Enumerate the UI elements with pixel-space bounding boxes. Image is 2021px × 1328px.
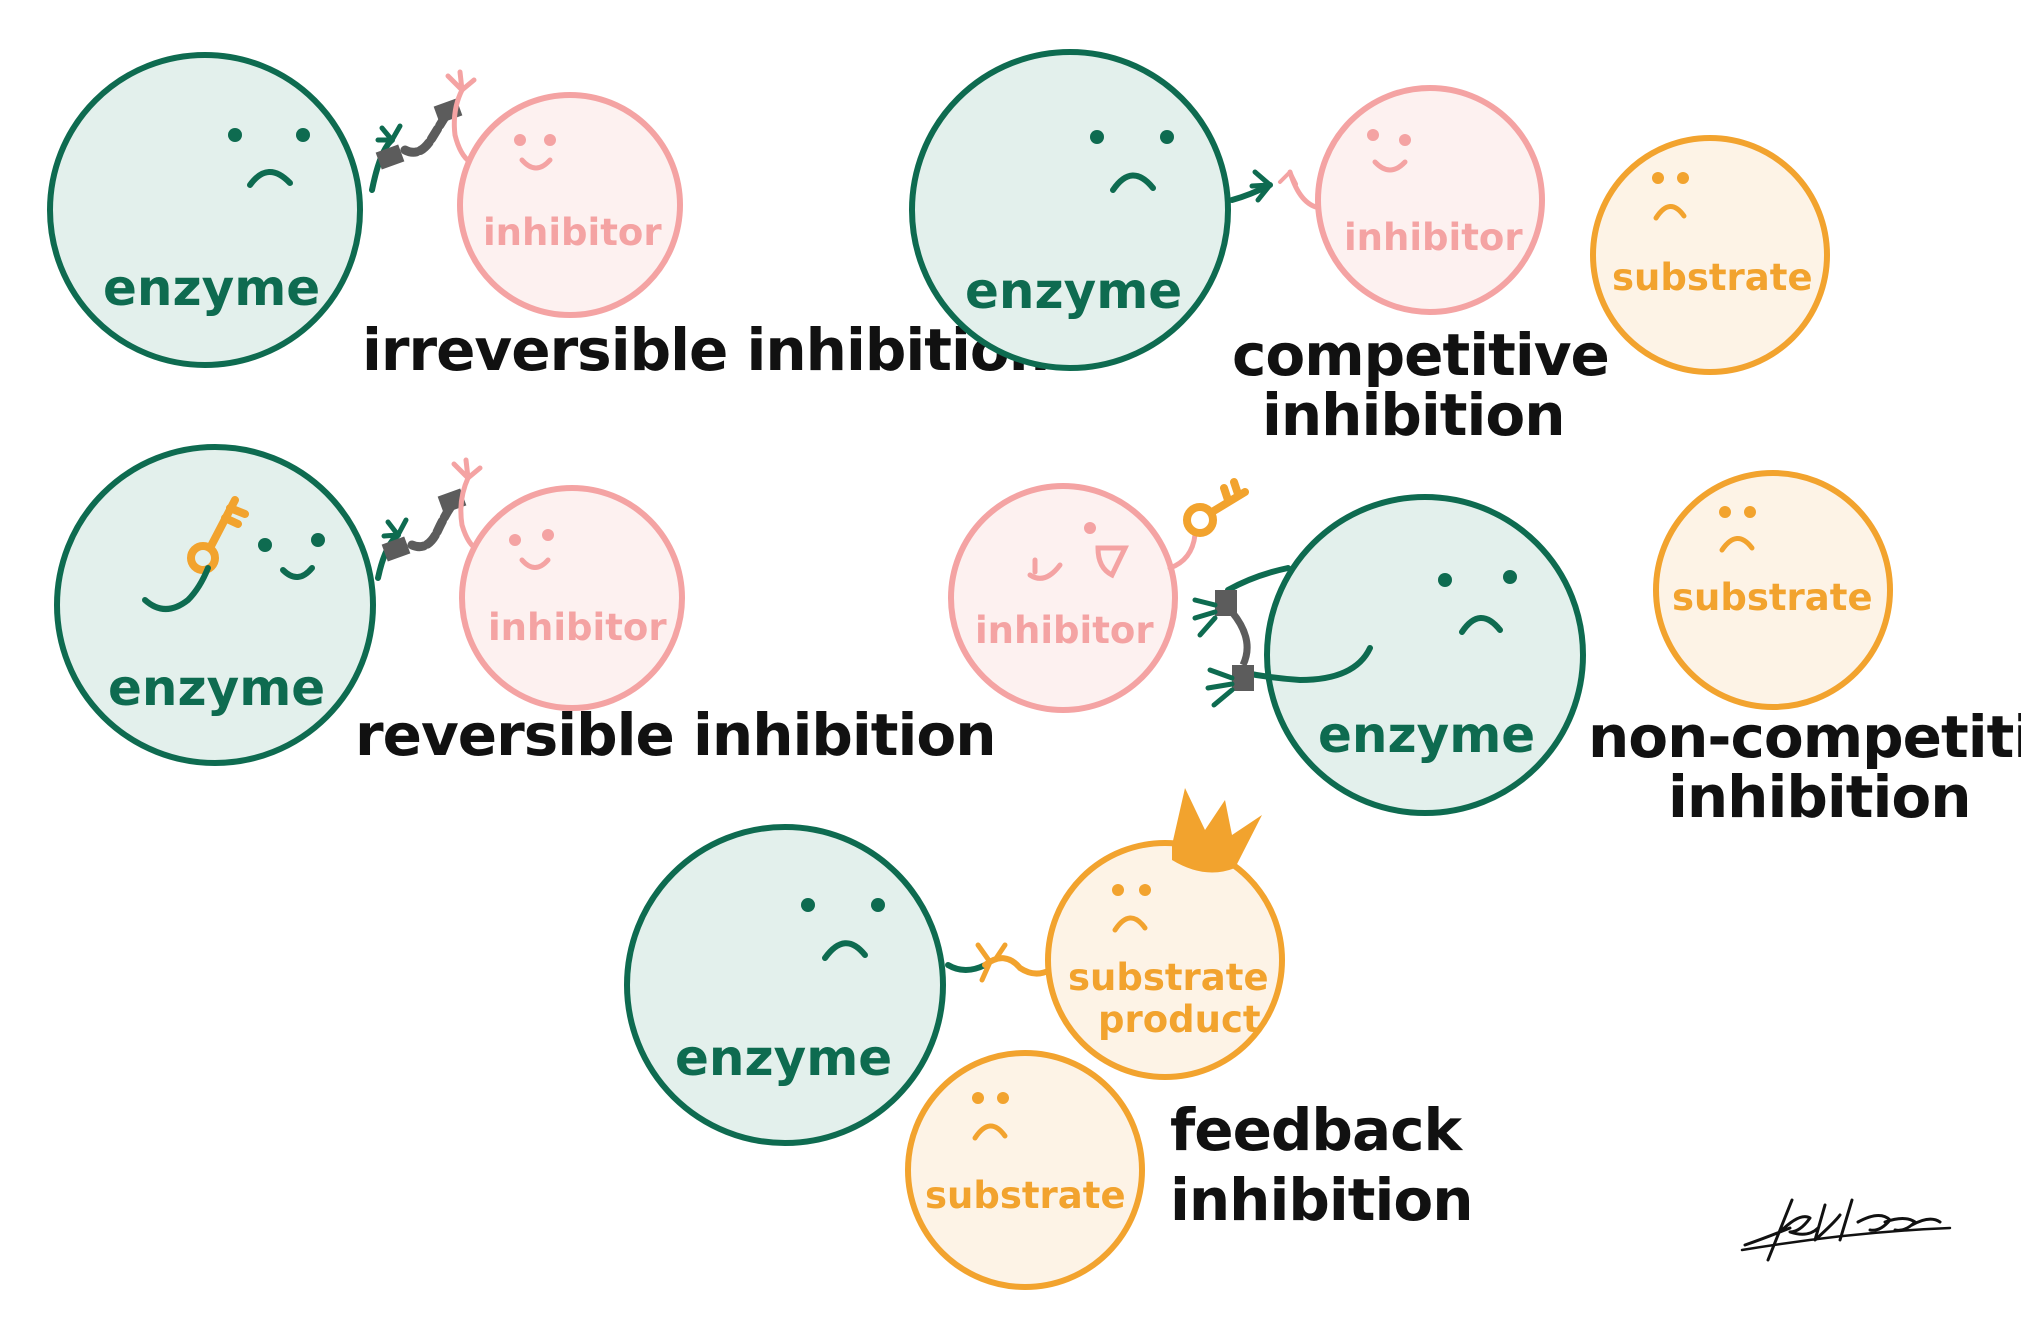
happy-face — [258, 533, 325, 580]
chain-icon — [381, 488, 467, 562]
enzyme-circle — [624, 824, 946, 1146]
substrate-circle — [905, 1050, 1145, 1290]
happy-face — [514, 134, 556, 171]
panel-title: irreversible inhibition — [362, 316, 1049, 384]
enzyme-label: enzyme — [675, 1029, 892, 1087]
happy-face — [1367, 129, 1411, 173]
product-label-line1: substrate — [1068, 956, 1269, 999]
panel-title-line2: inhibition — [1262, 381, 1565, 449]
inhibitor-label: inhibitor — [1344, 216, 1523, 259]
panel-title: reversible inhibition — [355, 701, 996, 769]
substrate-circle — [1653, 470, 1893, 710]
product-label-line2: product — [1098, 998, 1261, 1041]
key-icon — [187, 496, 249, 574]
substrate-label: substrate — [1612, 256, 1813, 299]
panel-irreversible: enzyme inhibitor irreversible inhibition — [47, 52, 1050, 384]
inhibitor-label: inhibitor — [483, 211, 662, 254]
sad-face — [1719, 506, 1756, 553]
sad-face — [1652, 172, 1689, 221]
enzyme-circle — [1264, 494, 1586, 816]
inhibitor-circle — [459, 485, 685, 711]
enzyme-label: enzyme — [103, 259, 320, 317]
enzyme-label: enzyme — [108, 659, 325, 717]
crown-icon — [1172, 788, 1262, 873]
enzyme-label: enzyme — [965, 262, 1182, 320]
sad-face — [1090, 130, 1174, 193]
signature: Kat Holder — [1740, 1198, 1952, 1262]
happy-face — [1027, 522, 1129, 581]
inhibitor-label: inhibitor — [488, 606, 667, 649]
panel-reversible: enzyme inhibitor reversible inhibition — [54, 444, 997, 769]
enzyme-circle — [909, 49, 1231, 371]
inhibitor-circle — [457, 92, 683, 318]
sad-face — [801, 898, 885, 961]
substrate-label: substrate — [925, 1174, 1126, 1217]
panel-competitive: enzyme inhibitor substrate competitive i… — [909, 49, 1830, 449]
sad-face — [228, 128, 310, 188]
key-icon — [1183, 478, 1249, 537]
panel-noncompetitive: inhibitor enzyme substrate — [948, 470, 2021, 831]
sad-face — [1112, 884, 1151, 933]
panel-title-line2: inhibition — [1170, 1166, 1473, 1234]
panel-title-line2: inhibition — [1668, 763, 1971, 831]
substrate-label: substrate — [1672, 576, 1873, 619]
happy-face — [509, 529, 554, 570]
product-circle — [1045, 840, 1285, 1080]
panel-title-line1: non-competitive — [1588, 703, 2021, 771]
inhibitor-circle — [1315, 85, 1545, 315]
sad-face — [972, 1092, 1009, 1141]
substrate-circle — [1590, 135, 1830, 375]
inhibitor-circle — [948, 483, 1178, 713]
enzyme-circle — [54, 444, 376, 766]
panel-title-line1: feedback — [1170, 1096, 1463, 1164]
enzyme-circle — [47, 52, 363, 368]
sad-face — [1438, 570, 1517, 635]
inhibitor-label: inhibitor — [975, 609, 1154, 652]
panel-feedback: enzyme substrate product substrate feedb… — [624, 788, 1474, 1290]
enzyme-label: enzyme — [1318, 706, 1535, 764]
panel-title-line1: competitive — [1232, 321, 1609, 389]
handcuffs-icon — [1215, 590, 1254, 691]
